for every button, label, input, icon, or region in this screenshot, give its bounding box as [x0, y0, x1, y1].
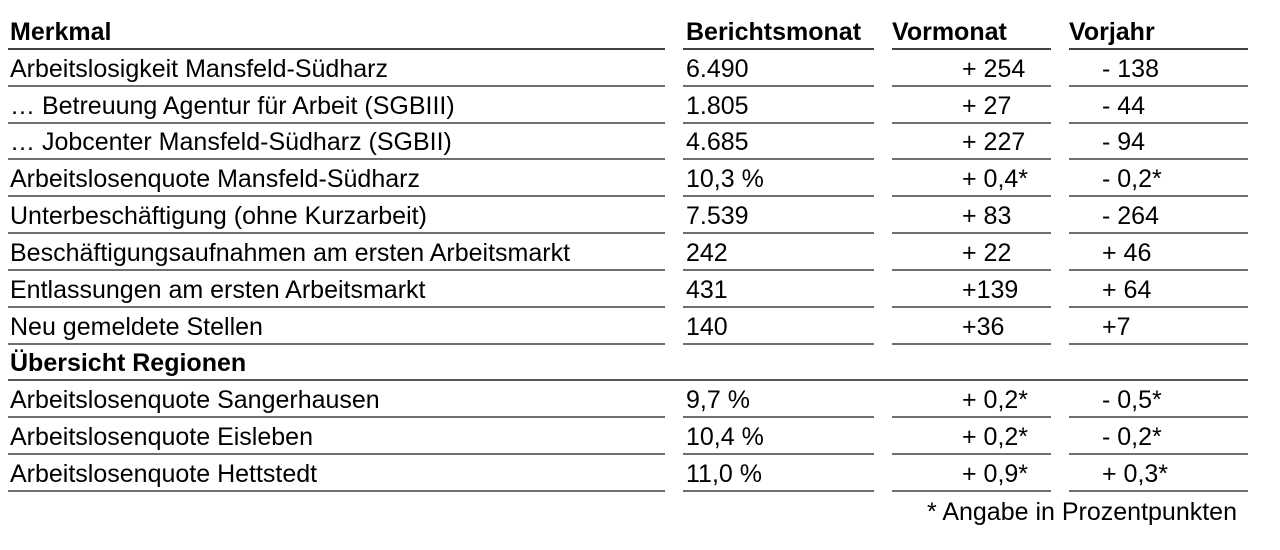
vorjahr-value: - 0,2* — [1069, 418, 1248, 456]
vormonat-value: +36 — [892, 308, 1051, 345]
row-label-quote-eisleben: Arbeitslosenquote Eisleben — [8, 418, 665, 456]
col-header-berichtsmonat: Berichtsmonat — [683, 13, 874, 50]
berichtsmonat-value: 1.805 — [683, 87, 874, 124]
vormonat-value: + 254 — [892, 50, 1051, 87]
berichtsmonat-value: 431 — [683, 271, 874, 308]
row-label-beschaeftigungsaufnahmen: Beschäftigungsaufnahmen am ersten Arbeit… — [8, 234, 665, 271]
col-header-vorjahr: Vorjahr — [1069, 13, 1248, 50]
vorjahr-value: - 44 — [1069, 87, 1248, 124]
vormonat-value: + 0,9* — [892, 455, 1051, 492]
vormonat-value: + 27 — [892, 87, 1051, 124]
berichtsmonat-value: 10,4 % — [683, 418, 874, 456]
vorjahr-value: - 264 — [1069, 197, 1248, 235]
vormonat-value: + 0,2* — [892, 418, 1051, 456]
vorjahr-value: - 138 — [1069, 50, 1248, 87]
berichtsmonat-value: 10,3 % — [683, 160, 874, 198]
labor-market-table: Merkmal Berichtsmonat Vormonat Vorjahr A… — [8, 13, 1248, 492]
col-header-vormonat: Vormonat — [892, 13, 1051, 50]
col-header-merkmal: Merkmal — [8, 13, 665, 50]
vormonat-value: + 227 — [892, 124, 1051, 161]
vorjahr-value: + 0,3* — [1069, 455, 1248, 492]
row-label-arbeitslosigkeit: Arbeitslosigkeit Mansfeld-Südharz — [8, 50, 665, 87]
berichtsmonat-value: 242 — [683, 234, 874, 271]
berichtsmonat-value: 11,0 % — [683, 455, 874, 492]
row-label-arbeitslosenquote-msh: Arbeitslosenquote Mansfeld-Südharz — [8, 160, 665, 198]
berichtsmonat-value: 4.685 — [683, 124, 874, 161]
berichtsmonat-value: 7.539 — [683, 197, 874, 235]
vormonat-value: +139 — [892, 271, 1051, 308]
footnote-prozentpunkte: * Angabe in Prozentpunkten — [927, 498, 1237, 526]
vorjahr-value: + 64 — [1069, 271, 1248, 308]
vorjahr-value: - 0,2* — [1069, 160, 1248, 198]
berichtsmonat-value: 6.490 — [683, 50, 874, 87]
row-label-unterbeschaeftigung: Unterbeschäftigung (ohne Kurzarbeit) — [8, 197, 665, 235]
vorjahr-value: - 0,5* — [1069, 381, 1248, 419]
vorjahr-value: +7 — [1069, 308, 1248, 345]
vormonat-value: + 22 — [892, 234, 1051, 271]
vormonat-value: + 0,2* — [892, 381, 1051, 419]
berichtsmonat-value: 9,7 % — [683, 381, 874, 419]
row-label-neu-gemeldete-stellen: Neu gemeldete Stellen — [8, 308, 665, 345]
vorjahr-value: - 94 — [1069, 124, 1248, 161]
vormonat-value: + 0,4* — [892, 160, 1051, 198]
row-label-jobcenter: … Jobcenter Mansfeld-Südharz (SGBII) — [8, 124, 665, 161]
row-label-entlassungen: Entlassungen am ersten Arbeitsmarkt — [8, 271, 665, 308]
vormonat-value: + 83 — [892, 197, 1051, 235]
berichtsmonat-value: 140 — [683, 308, 874, 345]
row-label-betreuung-agentur: … Betreuung Agentur für Arbeit (SGBIII) — [8, 87, 665, 124]
section-header-uebersicht-regionen: Übersicht Regionen — [8, 345, 1248, 382]
vorjahr-value: + 46 — [1069, 234, 1248, 271]
row-label-quote-sangerhausen: Arbeitslosenquote Sangerhausen — [8, 381, 665, 419]
row-label-quote-hettstedt: Arbeitslosenquote Hettstedt — [8, 455, 665, 492]
